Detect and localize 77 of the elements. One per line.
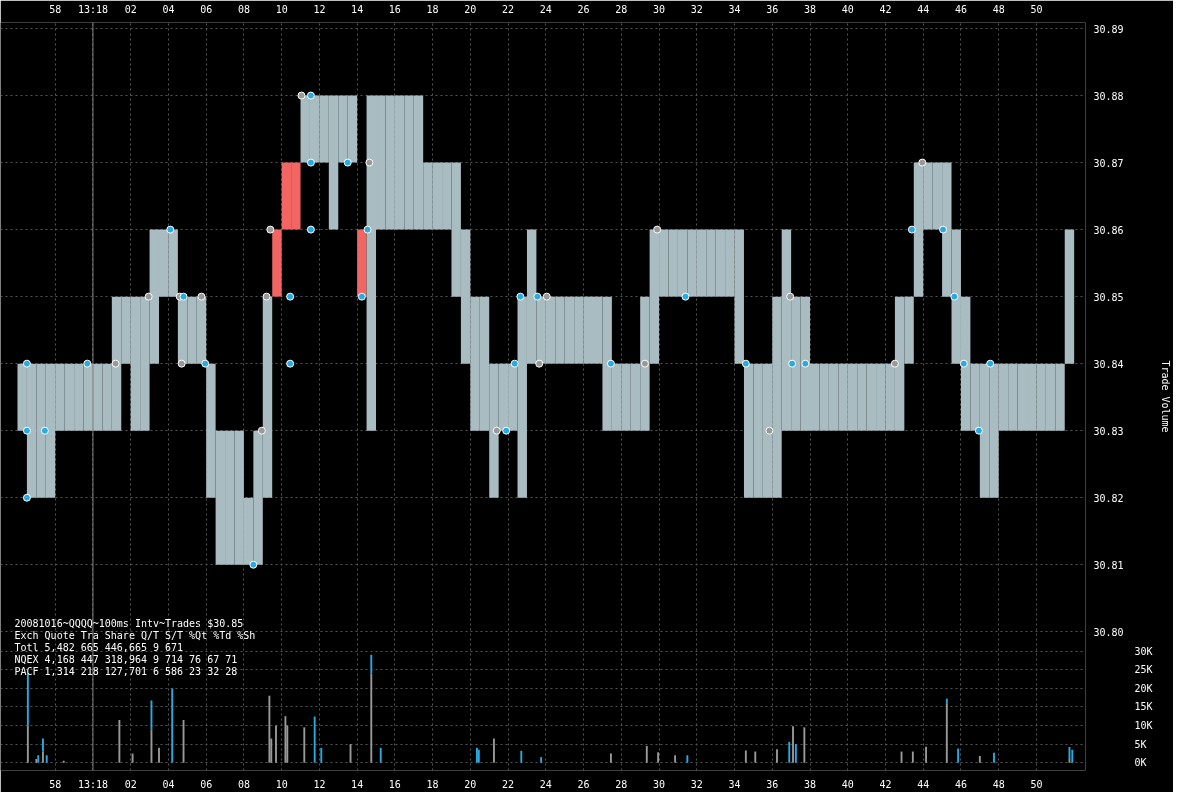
x2-tick-label: 20 xyxy=(464,778,477,790)
y-tick-label: 30.81 xyxy=(1093,559,1124,571)
y2-tick-label: 5K xyxy=(1134,738,1147,750)
x-tick-label: 10 xyxy=(275,3,288,15)
x-tick-label: 18 xyxy=(426,3,439,15)
y2-tick-label: 30K xyxy=(1134,645,1153,657)
x-tick-label: 42 xyxy=(879,3,892,15)
x2-tick-label: 28 xyxy=(615,778,628,790)
x-tick-label: 32 xyxy=(690,3,703,15)
y-tick-label: 30.82 xyxy=(1093,492,1124,504)
x2-tick-label: 13:18 xyxy=(77,778,109,790)
y-tick-label: 30.85 xyxy=(1093,291,1124,303)
x2-tick-label: 02 xyxy=(124,778,137,790)
y-tick-label: 30.80 xyxy=(1093,626,1124,638)
y2-tick-label: 0K xyxy=(1134,757,1147,769)
x-tick-label: 34 xyxy=(728,3,741,15)
x-tick-label: 36 xyxy=(766,3,779,15)
x-tick-label: 16 xyxy=(388,3,401,15)
x-tick-label: 38 xyxy=(803,3,817,15)
x2-tick-label: 30 xyxy=(653,778,666,790)
x-tick-label: 24 xyxy=(539,3,552,15)
x2-tick-label: 58 xyxy=(49,778,62,790)
x2-tick-label: 06 xyxy=(200,778,213,790)
x-tick-label: 50 xyxy=(1030,3,1043,15)
y2-tick-label: 20K xyxy=(1134,682,1153,694)
y2-tick-label: 25K xyxy=(1134,664,1153,676)
y-tick-label: 30.84 xyxy=(1093,358,1124,370)
x2-tick-label: 38 xyxy=(803,778,817,790)
x-tick-label: 48 xyxy=(992,3,1005,15)
x2-tick-label: 40 xyxy=(841,778,854,790)
x2-tick-label: 04 xyxy=(162,778,175,790)
x2-tick-label: 50 xyxy=(1030,778,1043,790)
x-tick-label: 28 xyxy=(615,3,628,15)
x-tick-label: 40 xyxy=(841,3,854,15)
x2-tick-label: 24 xyxy=(539,778,552,790)
x2-tick-label: 32 xyxy=(690,778,703,790)
x2-tick-label: 16 xyxy=(388,778,401,790)
x-tick-label: 13:18 xyxy=(77,3,109,15)
x2-tick-label: 48 xyxy=(992,778,1005,790)
x-tick-label: 02 xyxy=(124,3,137,15)
x-tick-label: 44 xyxy=(917,3,930,15)
x2-tick-label: 22 xyxy=(502,778,515,790)
x-tick-label: 30 xyxy=(653,3,666,15)
x-tick-label: 26 xyxy=(577,3,590,15)
x2-tick-label: 14 xyxy=(351,778,364,790)
annotation: Exch Quote Tra Share Q/T S/T %Qt %Td %Sh xyxy=(14,630,256,642)
y-tick-label: 30.88 xyxy=(1093,90,1124,102)
x-tick-label: 22 xyxy=(502,3,515,15)
y2-axis-title: Trade Volume xyxy=(1159,360,1171,433)
y2-tick-label: 10K xyxy=(1134,719,1153,731)
x-tick-label: 06 xyxy=(200,3,213,15)
x-tick-label: 14 xyxy=(351,3,364,15)
x2-tick-label: 44 xyxy=(917,778,930,790)
x2-tick-label: 34 xyxy=(728,778,741,790)
x2-tick-label: 10 xyxy=(275,778,288,790)
annotation: NQEX 4,168 447 318,964 9 714 76 67 71 xyxy=(14,654,238,666)
annotation: Totl 5,482 665 446,665 9 671 xyxy=(14,642,184,654)
x2-tick-label: 12 xyxy=(313,778,326,790)
x2-tick-label: 46 xyxy=(954,778,967,790)
x2-tick-label: 26 xyxy=(577,778,590,790)
annotation: 20081016~QQQQ~100ms Intv~Trades $30.85 xyxy=(14,618,244,630)
x-tick-label: 12 xyxy=(313,3,326,15)
x-tick-label: 46 xyxy=(954,3,967,15)
x2-tick-label: 08 xyxy=(237,778,250,790)
x-tick-label: 58 xyxy=(49,3,62,15)
y-tick-label: 30.87 xyxy=(1093,157,1124,169)
x2-tick-label: 42 xyxy=(879,778,892,790)
annotation: PACF 1,314 218 127,701 6 586 23 32 28 xyxy=(14,666,238,678)
y-tick-label: 30.83 xyxy=(1093,425,1124,437)
x2-tick-label: 18 xyxy=(426,778,439,790)
x2-tick-label: 36 xyxy=(766,778,779,790)
x-tick-label: 20 xyxy=(464,3,477,15)
y-tick-label: 30.86 xyxy=(1093,224,1124,236)
y-tick-label: 30.89 xyxy=(1093,23,1124,35)
x-tick-label: 04 xyxy=(162,3,175,15)
y2-tick-label: 15K xyxy=(1134,701,1153,713)
x-tick-label: 08 xyxy=(237,3,250,15)
